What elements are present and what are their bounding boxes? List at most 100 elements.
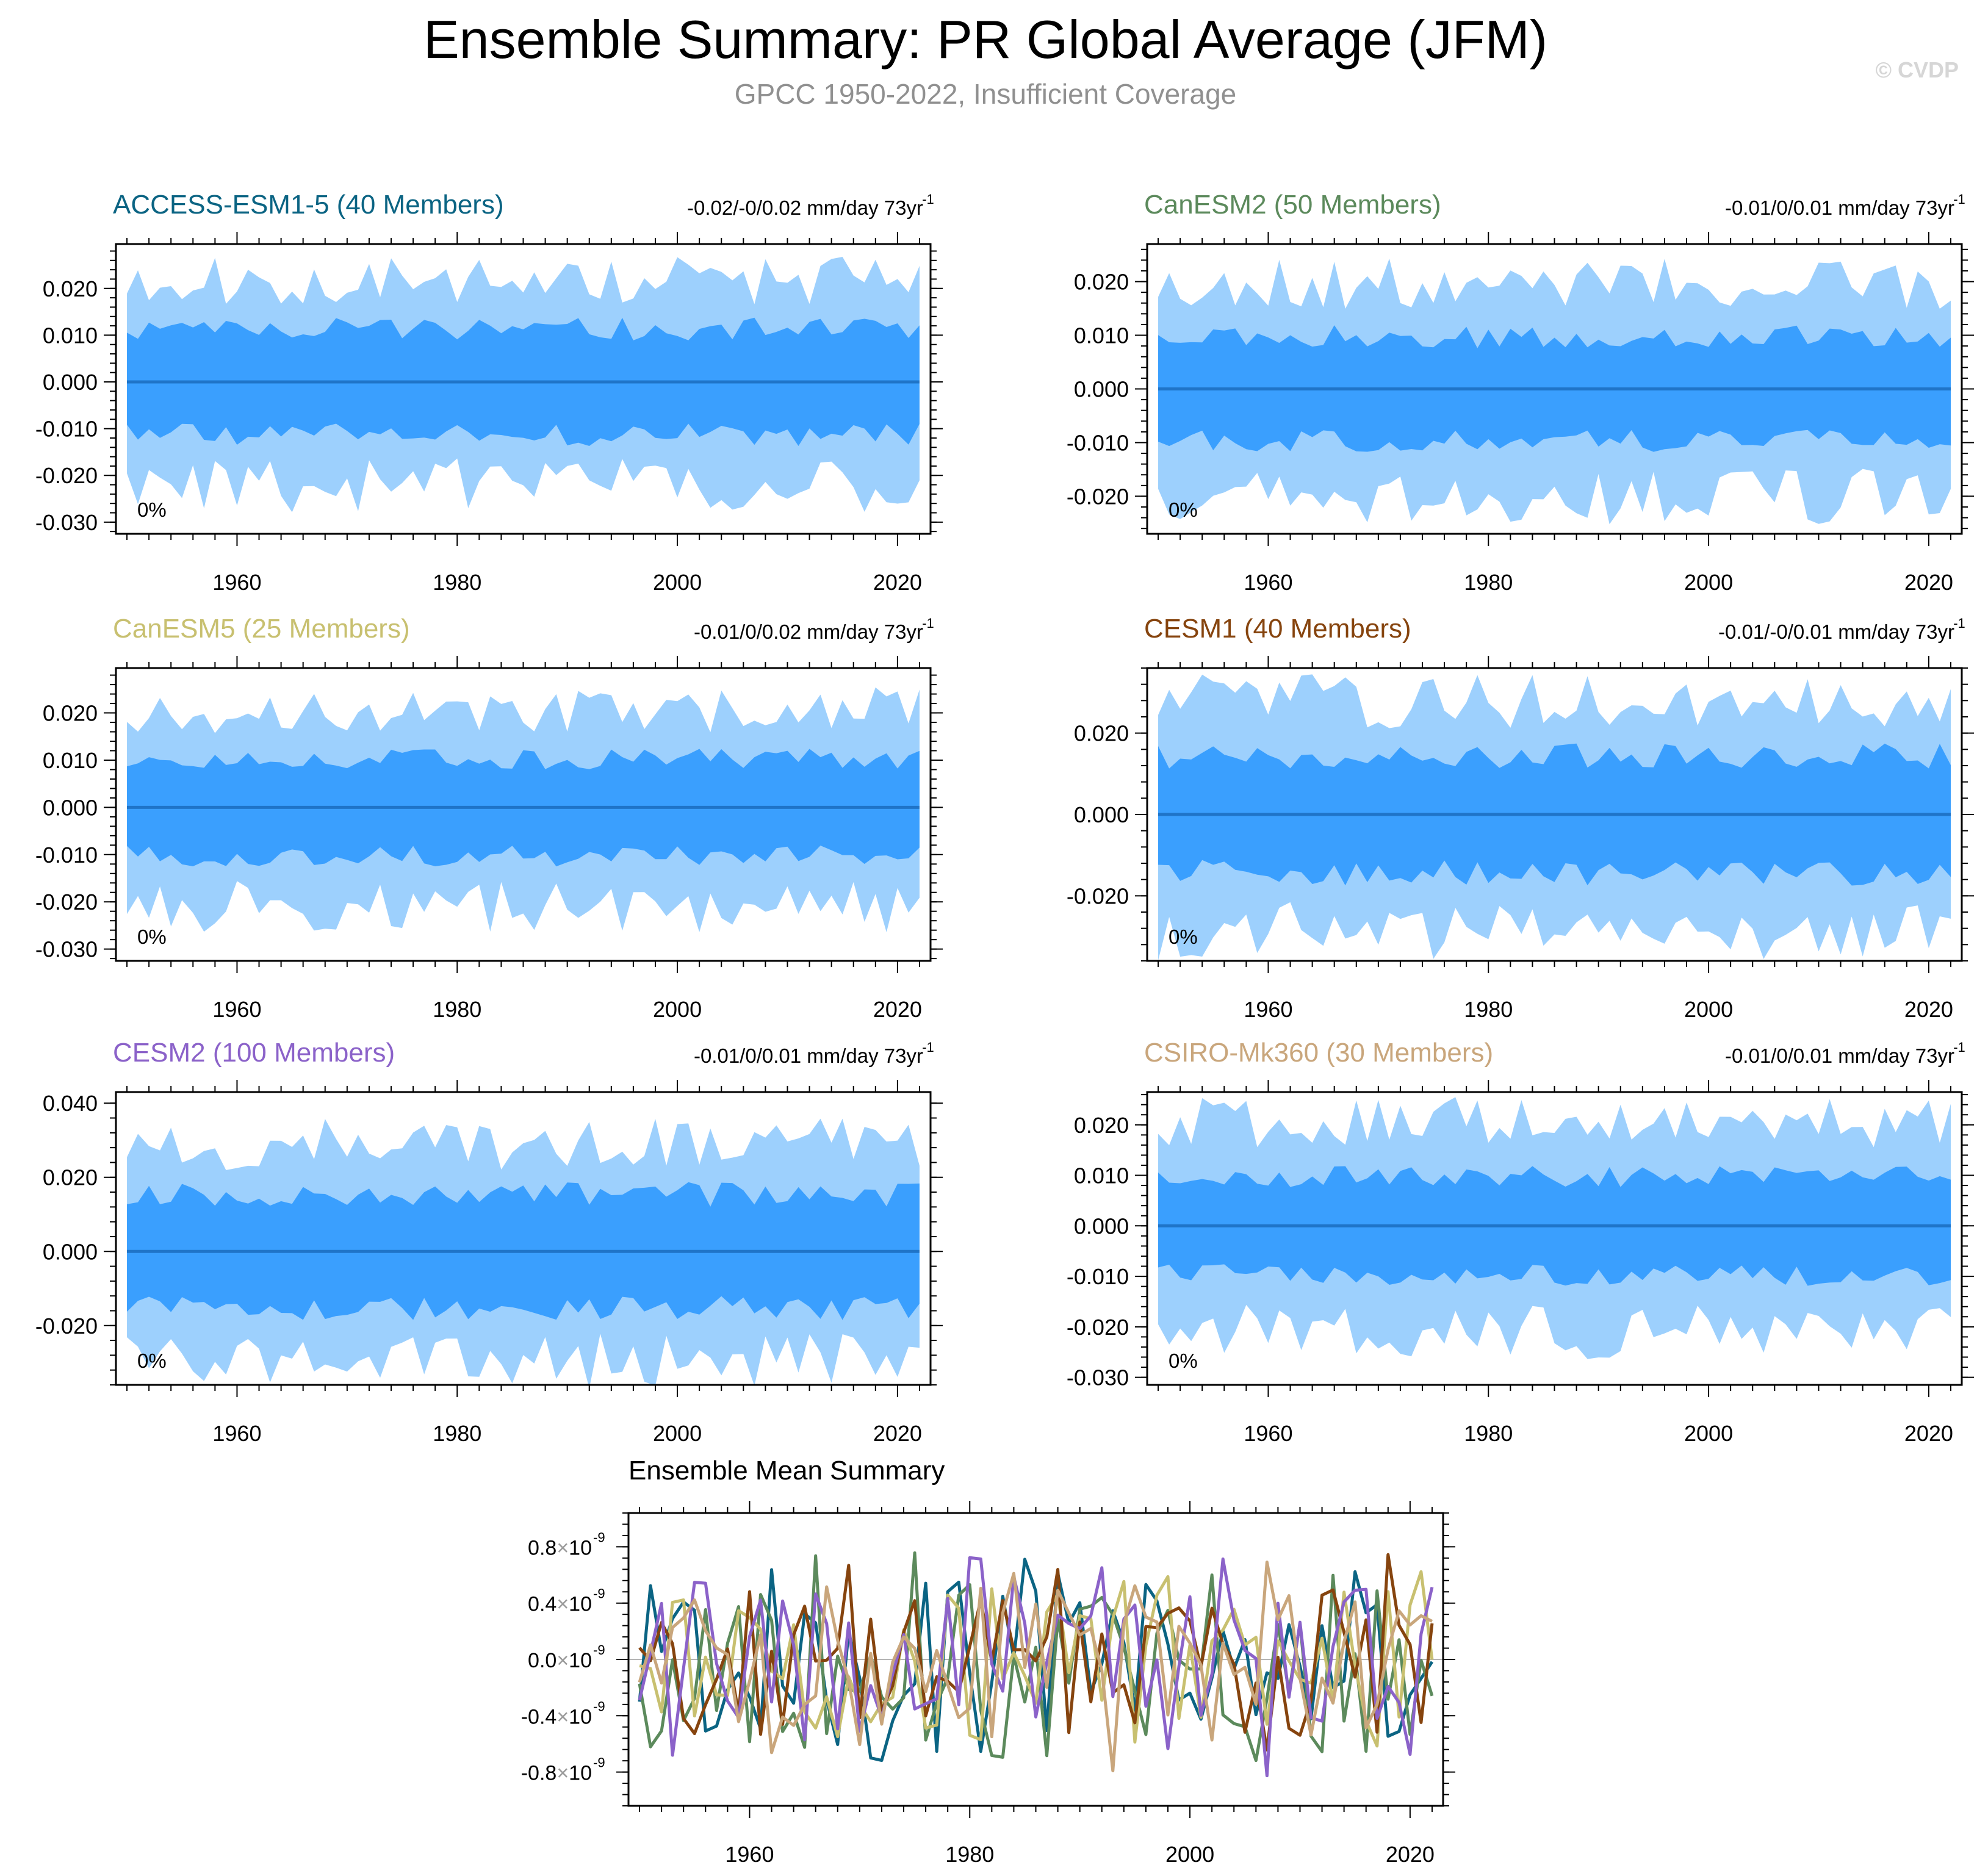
panel-1-coverage-label: 0% bbox=[137, 498, 167, 521]
panel-3-trend-label: -0.01/0/0.02 mm/day 73yr bbox=[694, 620, 923, 643]
panel-3-trend-exponent: -1 bbox=[922, 616, 934, 631]
panel-5-x-tick-label: 2020 bbox=[873, 1421, 922, 1446]
panel-1-y-tick-label: -0.010 bbox=[35, 417, 98, 442]
panel-6: 1960 1980 2000 2020 0.020 0.010 0.000 -0.010 -0.… bbox=[1067, 1038, 1974, 1446]
panel-3-y-tick-label: -0.010 bbox=[35, 843, 98, 868]
panel-7-y-tick-ten: 10 bbox=[569, 1536, 592, 1559]
panel-3-y-tick-label: 0.020 bbox=[43, 701, 98, 726]
panel-5-y-tick-label: -0.020 bbox=[35, 1314, 98, 1339]
panel-2-trend-exponent: -1 bbox=[1953, 192, 1965, 207]
panel-3-y-tick-label: 0.000 bbox=[43, 795, 98, 820]
panel-1-trend-exponent: -1 bbox=[922, 192, 934, 207]
panel-5-x-tick-label: 2000 bbox=[653, 1421, 702, 1446]
panel-7-x-tick-label: 2000 bbox=[1165, 1842, 1214, 1867]
panel-6-x-tick-label: 2020 bbox=[1904, 1421, 1953, 1446]
panel-7-series-CESM2 bbox=[638, 1556, 1434, 1778]
panel-1-trend-label: -0.02/-0/0.02 mm/day 73yr bbox=[687, 196, 923, 219]
panel-3-y-tick-label: -0.020 bbox=[35, 889, 98, 915]
panel-7-title: Ensemble Mean Summary bbox=[628, 1456, 945, 1486]
panel-6-trend-label: -0.01/0/0.01 mm/day 73yr bbox=[1725, 1044, 1954, 1067]
panel-2-x-tick-label: 1980 bbox=[1464, 570, 1513, 595]
panel-2-y-tick-label: 0.000 bbox=[1074, 377, 1129, 402]
figure-title: Ensemble Summary: PR Global Average (JFM… bbox=[423, 9, 1547, 70]
panel-3-x-tick-label: 1960 bbox=[212, 997, 261, 1022]
panel-1-y-tick-label: 0.020 bbox=[43, 276, 98, 301]
panel-3-coverage-label: 0% bbox=[137, 925, 167, 948]
panel-1-x-tick-label: 1960 bbox=[212, 570, 261, 595]
panel-6-y-tick-label: -0.010 bbox=[1067, 1264, 1129, 1289]
panel-2-x-tick-label: 2020 bbox=[1904, 570, 1953, 595]
panel-7-y-tick-exponent: -9 bbox=[593, 1755, 605, 1770]
panel-6-x-tick-label: 1980 bbox=[1464, 1421, 1513, 1446]
panel-7-y-tick-ten: 10 bbox=[569, 1762, 592, 1785]
panel-1-y-tick-label: 0.000 bbox=[43, 370, 98, 395]
panel-1: 1960 1980 2000 2020 0.020 0.010 0.000 -0.010 -0.… bbox=[35, 190, 943, 595]
panel-6-coverage-label: 0% bbox=[1169, 1349, 1198, 1372]
panel-2-title: CanESM2 (50 Members) bbox=[1144, 190, 1441, 220]
panel-1-y-tick-label: -0.030 bbox=[35, 510, 98, 535]
panel-5-x-tick-label: 1980 bbox=[433, 1421, 481, 1446]
panel-4-coverage-label: 0% bbox=[1169, 925, 1198, 948]
panel-2-y-tick-label: 0.020 bbox=[1074, 270, 1129, 295]
panel-1-x-tick-label: 1980 bbox=[433, 570, 481, 595]
panel-3: 1960 1980 2000 2020 0.020 0.010 0.000 -0.010 -0.… bbox=[35, 614, 943, 1022]
panel-2-coverage-label: 0% bbox=[1169, 498, 1198, 521]
panel-7-y-tick-times: × bbox=[556, 1593, 569, 1616]
panel-6-y-tick-label: 0.010 bbox=[1074, 1163, 1129, 1188]
panel-6-y-tick-label: -0.030 bbox=[1067, 1365, 1129, 1390]
panel-7-y-tick-label: 0.8×10 bbox=[528, 1536, 592, 1559]
panel-4-x-tick-label: 2020 bbox=[1904, 997, 1953, 1022]
panel-5-trend-label: -0.01/0/0.01 mm/day 73yr bbox=[694, 1044, 923, 1067]
panel-6-title: CSIRO-Mk360 (30 Members) bbox=[1144, 1038, 1493, 1068]
panel-7-y-tick-exponent: -9 bbox=[593, 1529, 605, 1545]
panel-7-y-tick-ten: 10 bbox=[569, 1649, 592, 1672]
panel-4: 1960 1980 2000 2020 0.020 0.000 -0.020 CESM1 (4… bbox=[1067, 614, 1974, 1022]
panel-2-y-tick-label: -0.010 bbox=[1067, 430, 1129, 455]
panel-2-y-tick-label: -0.020 bbox=[1067, 484, 1129, 509]
panel-7-y-tick-exponent: -9 bbox=[593, 1698, 605, 1714]
panel-4-trend-exponent: -1 bbox=[1953, 616, 1965, 631]
panel-1-y-tick-label: -0.020 bbox=[35, 463, 98, 488]
panel-7-y-tick-times: × bbox=[556, 1649, 569, 1672]
panel-7-y-tick-label: 0.4×10 bbox=[528, 1593, 592, 1616]
panel-6-y-tick-label: -0.020 bbox=[1067, 1315, 1129, 1340]
panel-3-y-tick-label: -0.030 bbox=[35, 937, 98, 962]
panel-2-x-tick-label: 1960 bbox=[1244, 570, 1292, 595]
panel-6-x-tick-label: 1960 bbox=[1244, 1421, 1292, 1446]
panel-7-y-tick-times: × bbox=[556, 1762, 569, 1785]
panel-5-y-tick-label: 0.040 bbox=[43, 1091, 98, 1116]
panel-4-trend-label: -0.01/-0/0.01 mm/day 73yr bbox=[1718, 620, 1954, 643]
panel-2: 1960 1980 2000 2020 0.020 0.010 0.000 -0.010 -0.… bbox=[1067, 190, 1974, 595]
panel-6-trend-exponent: -1 bbox=[1953, 1040, 1965, 1055]
panel-5-y-tick-label: 0.020 bbox=[43, 1165, 98, 1190]
cvdp-watermark: © CVDP bbox=[1875, 57, 1959, 82]
panel-7-y-tick-label: 0.0×10 bbox=[528, 1649, 592, 1672]
panel-4-y-tick-label: 0.020 bbox=[1074, 721, 1129, 746]
panel-1-x-tick-label: 2020 bbox=[873, 570, 922, 595]
panel-3-x-tick-label: 2000 bbox=[653, 997, 702, 1022]
panel-4-x-tick-label: 1960 bbox=[1244, 997, 1292, 1022]
panel-4-y-tick-label: -0.020 bbox=[1067, 883, 1129, 908]
panel-4-x-tick-label: 2000 bbox=[1684, 997, 1733, 1022]
panel-3-x-tick-label: 2020 bbox=[873, 997, 922, 1022]
panel-7-y-tick-label: -0.4×10 bbox=[521, 1705, 592, 1728]
panel-7-x-tick-label: 1980 bbox=[945, 1842, 994, 1867]
panel-7-y-tick-label: -0.8×10 bbox=[521, 1762, 592, 1785]
panel-6-x-tick-label: 2000 bbox=[1684, 1421, 1733, 1446]
panel-7-x-tick-label: 2020 bbox=[1386, 1842, 1435, 1867]
panel-7-y-tick-times: × bbox=[556, 1536, 569, 1559]
panel-5-trend-exponent: -1 bbox=[922, 1040, 934, 1055]
panel-5: 1960 1980 2000 2020 0.040 0.020 0.000 -0.020 CES… bbox=[35, 1038, 943, 1446]
panel-3-title: CanESM5 (25 Members) bbox=[113, 614, 410, 644]
panel-5-title: CESM2 (100 Members) bbox=[113, 1038, 395, 1068]
panel-5-y-tick-label: 0.000 bbox=[43, 1239, 98, 1264]
panel-5-coverage-label: 0% bbox=[137, 1349, 167, 1372]
panel-2-trend-label: -0.01/0/0.01 mm/day 73yr bbox=[1725, 196, 1954, 219]
panel-6-y-tick-label: 0.020 bbox=[1074, 1113, 1129, 1138]
panel-7-y-tick-ten: 10 bbox=[569, 1593, 592, 1616]
panel-1-y-tick-label: 0.010 bbox=[43, 323, 98, 348]
panel-3-y-tick-label: 0.010 bbox=[43, 748, 98, 773]
panel-1-title: ACCESS-ESM1-5 (40 Members) bbox=[113, 190, 504, 220]
